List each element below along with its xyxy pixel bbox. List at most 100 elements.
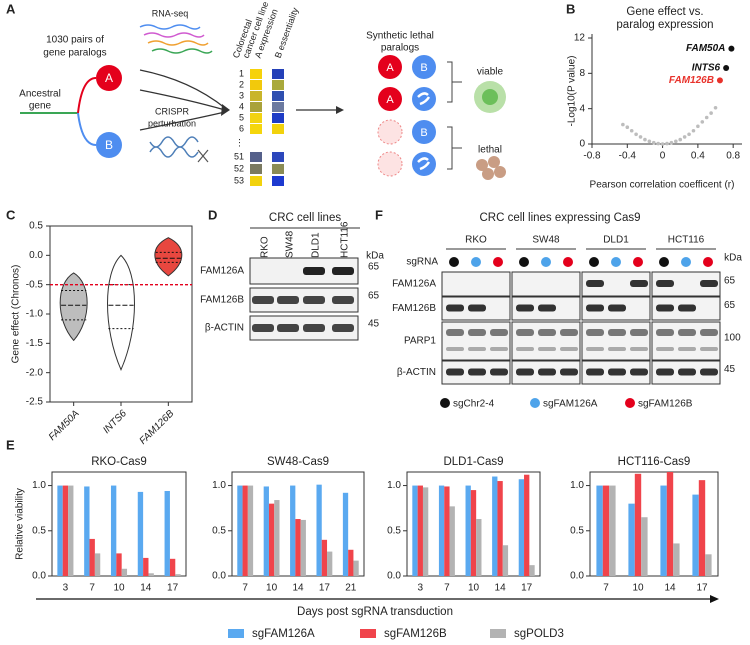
band xyxy=(608,368,626,376)
bar xyxy=(438,485,445,576)
point xyxy=(713,105,718,110)
point xyxy=(682,135,687,139)
bar xyxy=(169,558,176,576)
band xyxy=(516,329,534,336)
band xyxy=(608,329,626,336)
band xyxy=(678,347,696,351)
bar xyxy=(247,485,254,576)
y-tick-label: -1.0 xyxy=(26,309,44,320)
band xyxy=(560,329,578,336)
x-tick-label: 0.8 xyxy=(726,151,740,162)
rna-read xyxy=(151,48,213,54)
bar xyxy=(698,480,706,576)
band xyxy=(516,304,534,312)
row-number: 52 xyxy=(234,163,244,173)
y-tick-label: 8 xyxy=(579,68,585,79)
bar xyxy=(121,568,128,576)
bar xyxy=(62,485,69,576)
heat-cell xyxy=(250,164,262,174)
band xyxy=(656,280,674,287)
band xyxy=(656,329,674,336)
panel-title: RKO-Cas9 xyxy=(91,456,147,468)
bar xyxy=(327,551,333,576)
band xyxy=(303,296,325,304)
point xyxy=(687,132,691,137)
x-tick-label: FAM50A xyxy=(47,408,82,443)
legend-label: sgFAM126A xyxy=(543,399,598,410)
dead-cell xyxy=(494,166,506,178)
heat-cell xyxy=(250,102,262,112)
bar xyxy=(89,538,95,576)
sgrna-dot xyxy=(541,257,551,267)
band xyxy=(630,280,648,287)
bar xyxy=(470,490,477,576)
panel-label: C xyxy=(6,207,16,222)
bar xyxy=(628,503,635,576)
y-tick-label: 1.0 xyxy=(570,480,584,491)
broken-b xyxy=(417,92,431,106)
band xyxy=(560,368,578,376)
point xyxy=(700,120,705,124)
x-tick-label: 14 xyxy=(495,583,507,594)
time-arrow-head xyxy=(710,595,719,603)
protein-label: FAM126A xyxy=(200,266,244,277)
band xyxy=(700,347,718,351)
y-tick-label: 0.5 xyxy=(212,525,226,536)
band xyxy=(630,347,648,351)
dna xyxy=(149,136,199,158)
gene-b-circle xyxy=(412,87,436,111)
heat-cell xyxy=(250,176,262,186)
bar xyxy=(497,481,503,576)
bar xyxy=(268,503,275,576)
legend-label: sgPOLD3 xyxy=(514,628,564,640)
kda-label: kDa xyxy=(366,251,384,262)
dead-cell xyxy=(488,156,500,168)
point xyxy=(691,128,696,133)
highlight-point xyxy=(716,77,723,84)
branch-b xyxy=(77,112,97,146)
legend-dot xyxy=(530,398,540,408)
x-tick-label: 10 xyxy=(266,583,278,594)
gene-a-circle xyxy=(377,119,403,145)
band xyxy=(678,304,696,312)
band xyxy=(700,368,718,376)
bar xyxy=(274,500,280,576)
bar xyxy=(502,545,509,576)
chart-title: paralog expression xyxy=(616,19,713,31)
violin xyxy=(59,272,88,342)
panel-label: D xyxy=(208,207,217,222)
sgrna-dot xyxy=(589,257,599,267)
bar xyxy=(524,474,530,576)
gene-b-circle xyxy=(412,120,436,144)
bar xyxy=(692,494,699,576)
row-number: 51 xyxy=(234,151,244,161)
lane-label: SW48 xyxy=(285,230,296,258)
x-tick-label: 0 xyxy=(660,151,666,162)
bracket xyxy=(447,61,462,170)
viable: viable xyxy=(477,67,504,78)
protein-label: FAM126B xyxy=(392,303,436,314)
band xyxy=(516,368,534,376)
legend-dot xyxy=(440,398,450,408)
arrow-head xyxy=(336,106,344,114)
y-tick-label: 0.5 xyxy=(570,525,584,536)
violin xyxy=(107,254,135,371)
sgrna-dot xyxy=(493,257,503,267)
gene-b-circle xyxy=(96,132,122,158)
synthetic-text: paralogs xyxy=(381,43,419,54)
x-tick-label: 10 xyxy=(632,583,644,594)
band xyxy=(608,304,626,312)
heat-cell xyxy=(272,124,284,134)
x-tick-label: 14 xyxy=(292,583,304,594)
gene-b: B xyxy=(420,127,427,139)
y-tick-label: -2.0 xyxy=(26,367,44,378)
bar xyxy=(321,539,328,576)
bar xyxy=(422,487,429,576)
y-tick-label: 0 xyxy=(579,139,585,150)
ancestral-text: Ancestral xyxy=(19,89,61,100)
y-tick-label: 4 xyxy=(579,103,585,114)
protein-label: β-ACTIN xyxy=(397,367,436,378)
bar xyxy=(300,519,306,576)
x-axis-label: Pearson correlation coefficent (r) xyxy=(590,180,735,191)
x-tick-label: 17 xyxy=(696,583,708,594)
